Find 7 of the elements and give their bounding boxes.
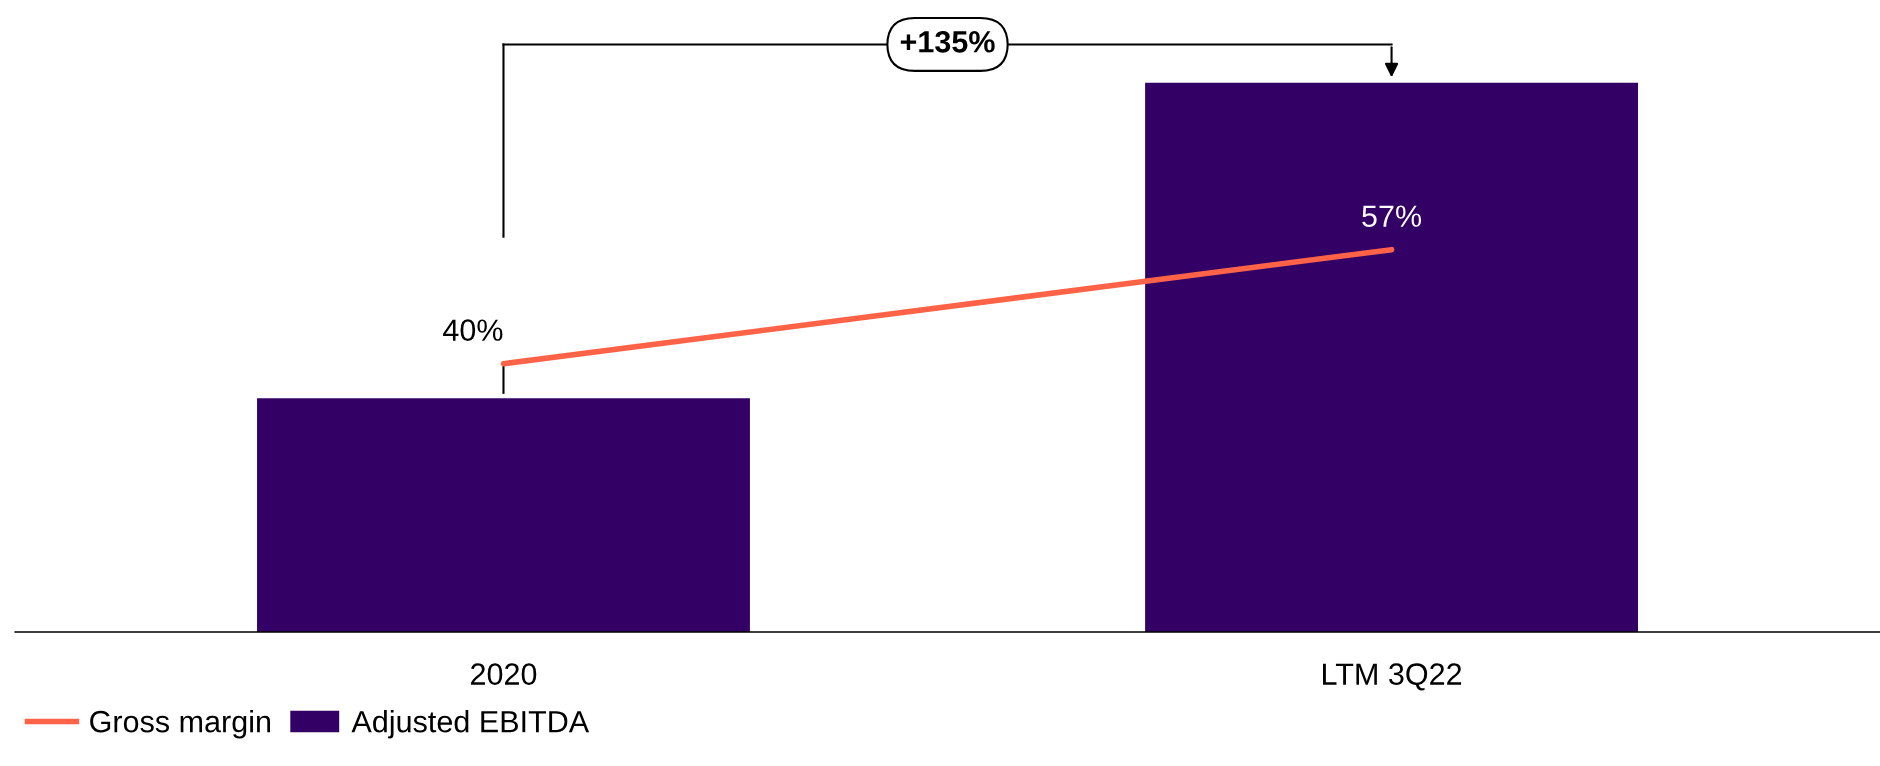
data-label: 57% [1362, 205, 1422, 227]
x-tick-label: LTM 3Q22 [1323, 663, 1462, 691]
legend-label: Adjusted EBITDA [351, 710, 590, 739]
text: +135% [900, 31, 995, 53]
legend-label: Gross margin [90, 710, 271, 739]
x-tick-label: 2020 [471, 663, 537, 685]
data-label: 40% [443, 319, 503, 341]
